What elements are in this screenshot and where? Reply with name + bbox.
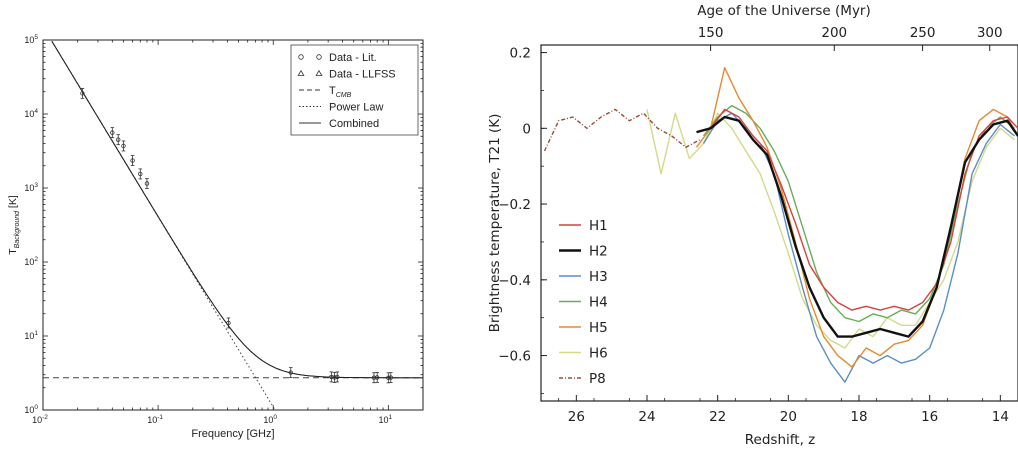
left-y-label-sub: Background [14,210,21,248]
left-x-tick-label: 10-1 [147,414,163,425]
left-data-point [121,140,126,152]
left-y-tick-label: 101 [24,330,38,341]
left-data-point [386,372,391,384]
left-data-point [80,87,85,99]
left-y-tick-label: 104 [24,108,38,119]
svg-text:TBackground [K]: TBackground [K] [7,195,21,255]
left-y-label-unit: [K] [7,195,19,211]
left-data-point [226,317,231,329]
left-y-tick-label: 102 [24,256,38,267]
left-legend-label: Data - LLFSS [329,69,396,81]
left-data-point [130,155,135,166]
left-data-marker [374,375,380,380]
left-y-label-main: T [7,248,19,255]
left-data-marker [226,320,231,326]
left-legend-label: Power Law [329,102,383,114]
left-data-marker [121,143,126,149]
left-data-marker [388,375,393,380]
legend-marker-circle [316,54,322,60]
left-data-point [288,367,293,379]
left-legend-label: Combined [329,118,379,130]
left-legend-box [290,44,419,136]
left-data-point [332,372,337,383]
left-data-marker [115,137,121,142]
left-x-tick-label: 100 [263,414,277,425]
left-x-tick-label: 10-2 [32,414,48,425]
left-data-point [115,134,121,146]
left-y-tick-label: 100 [24,404,38,415]
left-data-point [388,372,393,384]
left-y-tick-label: 105 [24,34,38,45]
legend-marker-circle [298,54,304,60]
left-data-point [335,371,340,383]
left-data-marker [138,171,143,177]
left-series-combined [51,40,423,379]
left-legend-label: TCMB [329,85,352,99]
left-data-point [138,168,143,180]
left-data-point [374,372,380,383]
legend-marker-triangle [315,69,323,76]
legend-marker-triangle [297,69,305,76]
left-data-marker [80,91,85,96]
left-legend-label: Data - Lit. [329,52,377,64]
left-data-point [144,178,150,189]
left-data-marker [386,375,391,381]
left-data-marker [130,158,135,163]
left-data-point [110,127,115,139]
left-y-axis-label: TBackground [K] [7,195,21,255]
left-data-marker [335,374,340,380]
left-x-axis-label: Frequency [GHz] [191,428,274,440]
left-legend: Data - Lit. Data - LLFSS TCMB Power Law Comb… [290,44,419,136]
left-data-marker [144,181,150,186]
left-data-marker [288,370,293,375]
left-data-marker [332,375,337,380]
left-x-tick-label: 101 [379,414,393,425]
left-y-tick-label: 103 [24,182,38,193]
left-data-marker [110,130,115,135]
